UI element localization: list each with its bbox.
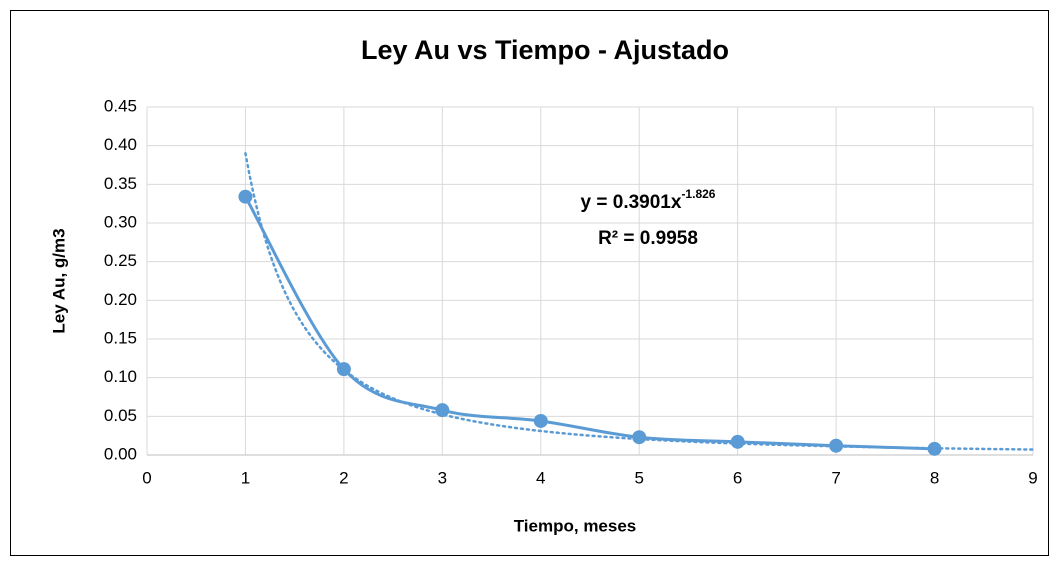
x-tick-label: 3 [438,468,447,487]
chart-frame [10,10,1049,556]
y-axis-label: Ley Au, g/m3 [49,228,68,333]
x-tick-label: 2 [339,468,348,487]
x-tick-label: 7 [831,468,840,487]
equation-exponent: -1.826 [681,187,715,201]
data-point [829,438,844,453]
y-tick-label: 0.05 [104,406,137,425]
data-point [632,430,647,445]
y-tick-label: 0.25 [104,251,137,270]
x-tick-label: 0 [142,468,151,487]
y-tick-label: 0.30 [104,212,137,231]
equation-text: y = 0.3901x [581,192,682,213]
x-tick-label: 8 [930,468,939,487]
data-point [336,362,351,377]
series-line [244,195,935,451]
x-tick-label: 9 [1028,468,1037,487]
data-point [435,403,450,418]
x-tick-label: 4 [536,468,545,487]
x-tick-label: 6 [733,468,742,487]
y-tick-label: 0.10 [104,367,137,386]
data-point [238,189,253,204]
x-tick-label: 1 [241,468,250,487]
chart-title: Ley Au vs Tiempo - Ajustado [361,35,729,65]
y-tick-label: 0.00 [104,444,137,463]
x-axis-label: Tiempo, meses [514,516,637,535]
y-tick-label: 0.45 [104,96,137,115]
y-tick-label: 0.20 [104,290,137,309]
data-point [533,413,548,428]
data-point [730,434,745,449]
y-tick-label: 0.35 [104,174,137,193]
data-point [927,441,942,456]
y-tick-label: 0.15 [104,328,137,347]
trendline-r-squared: R² = 0.9958 [598,228,698,249]
x-tick-label: 5 [634,468,643,487]
y-tick-label: 0.40 [104,135,137,154]
trendline-equation: y = 0.3901x-1.826 [581,187,716,213]
